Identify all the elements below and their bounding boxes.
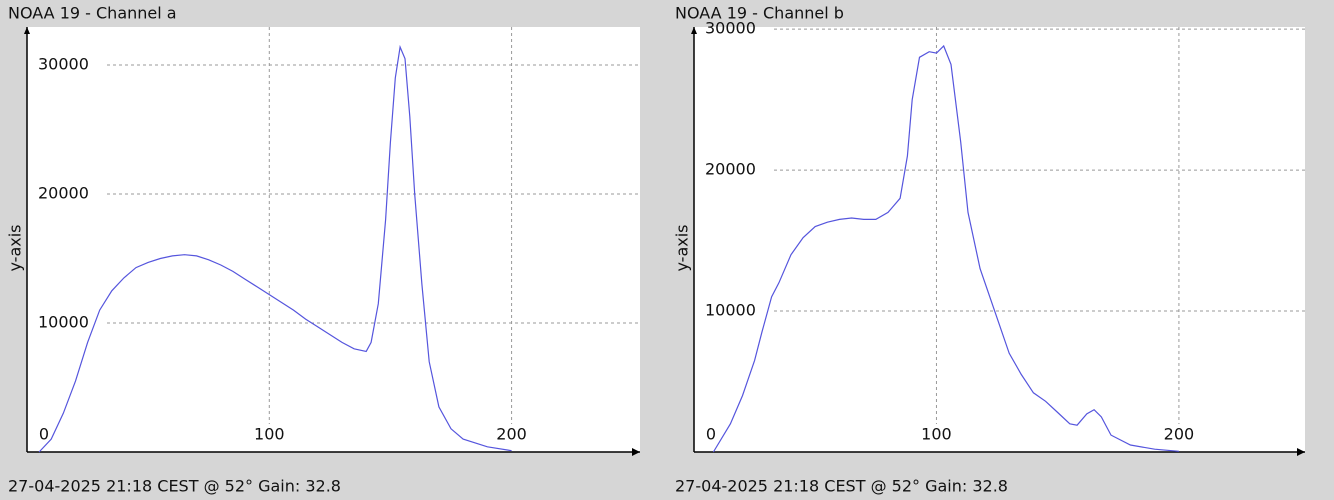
data-line xyxy=(712,44,1179,453)
x-tick-label: 100 xyxy=(254,425,285,444)
chart-title: NOAA 19 - Channel a xyxy=(8,4,177,23)
y-axis-label: y-axis xyxy=(673,224,692,271)
x-axis-arrow xyxy=(632,448,640,456)
y-tick-label: 30000 xyxy=(705,19,756,38)
y-axis-arrow xyxy=(24,27,30,34)
data-line xyxy=(38,44,512,453)
footer: 27-04-2025 21:18 CEST @ 52° Gain: 32.8 xyxy=(675,477,1008,496)
x-axis-arrow xyxy=(1297,448,1305,456)
y-tick-label: 20000 xyxy=(705,160,756,179)
plot-area xyxy=(694,27,1305,452)
x-tick-label: 0 xyxy=(706,425,716,444)
plot-area xyxy=(27,27,640,452)
y-tick-label: 30000 xyxy=(38,55,89,74)
y-axis-label: y-axis xyxy=(6,224,25,271)
x-tick-label: 100 xyxy=(921,425,952,444)
y-tick-label: 20000 xyxy=(38,184,89,203)
x-tick-label: 0 xyxy=(39,425,49,444)
y-axis-arrow xyxy=(691,27,697,34)
x-tick-label: 200 xyxy=(1164,425,1195,444)
y-tick-label: 10000 xyxy=(38,313,89,332)
chart-title: NOAA 19 - Channel b xyxy=(675,4,844,23)
x-tick-label: 200 xyxy=(496,425,527,444)
y-tick-label: 10000 xyxy=(705,301,756,320)
footer: 27-04-2025 21:18 CEST @ 52° Gain: 32.8 xyxy=(8,477,341,496)
